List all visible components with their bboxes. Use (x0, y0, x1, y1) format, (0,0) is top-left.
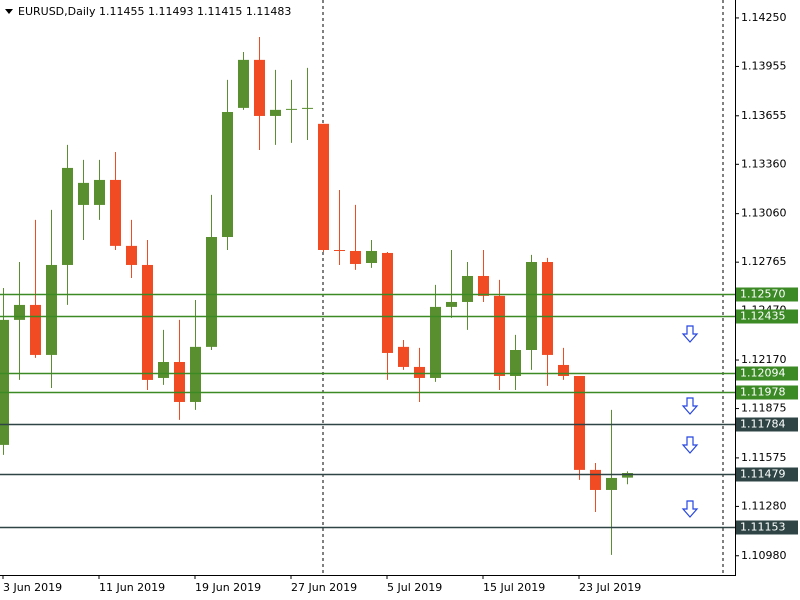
level-label: 1.12570 (740, 288, 786, 301)
y-tick-label: 1.12765 (741, 255, 787, 268)
candle-body (318, 123, 329, 250)
candle-body (14, 304, 25, 320)
candle-body (78, 182, 89, 205)
x-tick-label: 11 Jun 2019 (99, 581, 165, 594)
level-label-box (736, 417, 798, 432)
candle-body (430, 306, 441, 378)
y-tick-label: 1.12170 (741, 353, 787, 366)
level-label: 1.12435 (740, 310, 786, 323)
candle-body (302, 107, 313, 109)
candle-body (526, 262, 537, 350)
candle-body (414, 366, 425, 378)
level-label-box (736, 520, 798, 535)
level-label-box (736, 467, 798, 482)
y-tick-label: 1.14250 (741, 11, 787, 24)
x-tick-label: 19 Jun 2019 (195, 581, 261, 594)
y-tick-label: 1.13360 (741, 157, 787, 170)
level-label: 1.11153 (740, 521, 786, 534)
candle-body (206, 237, 217, 347)
x-tick-label: 15 Jul 2019 (483, 581, 545, 594)
candle-body (174, 362, 185, 402)
candle-body (110, 179, 121, 246)
x-tick-label: 27 Jun 2019 (291, 581, 357, 594)
candle-body (270, 109, 281, 116)
arrow-icon (681, 436, 699, 454)
candle-body (286, 108, 297, 110)
level-label: 1.12094 (740, 367, 786, 380)
y-tick-label: 1.11575 (741, 451, 787, 464)
candle-body (494, 295, 505, 376)
candle-body (62, 167, 73, 265)
candle-body (478, 275, 489, 296)
level-label-box (736, 385, 798, 400)
y-tick-label: 1.11875 (741, 402, 787, 415)
y-tick-label: 1.13060 (741, 207, 787, 220)
candle-body (30, 304, 41, 355)
candle-body (622, 473, 633, 478)
candle-body (462, 275, 473, 302)
candle-body (126, 245, 137, 265)
candle-body (190, 346, 201, 402)
candle-body (254, 59, 265, 116)
level-label: 1.11479 (740, 468, 786, 481)
x-tick-label: 5 Jul 2019 (387, 581, 442, 594)
down-arrows (681, 325, 699, 518)
level-label: 1.11784 (740, 418, 786, 431)
arrow-icon (681, 325, 699, 343)
candle-body (382, 252, 393, 353)
y-tick-label: 1.10980 (741, 549, 787, 562)
candle-body (574, 375, 585, 470)
chart-title: EURUSD,Daily 1.11455 1.11493 1.11415 1.1… (18, 5, 291, 18)
y-tick-label: 1.13655 (741, 109, 787, 122)
candle-body (334, 250, 345, 251)
candle-body (398, 346, 409, 367)
candle-body (446, 301, 457, 307)
candle-body (606, 477, 617, 490)
candle-body (590, 469, 601, 490)
candle-body (0, 319, 9, 445)
candle-body (46, 264, 57, 355)
y-tick-label: 1.13955 (741, 59, 787, 72)
level-label-box (736, 366, 798, 381)
arrow-icon (681, 500, 699, 518)
x-tick-label: 3 Jun 2019 (3, 581, 62, 594)
candle-body (142, 264, 153, 380)
candle-body (222, 112, 233, 238)
candle-body (542, 262, 553, 355)
level-label-box (736, 309, 798, 324)
level-label-box (736, 287, 798, 302)
candle-body (94, 179, 105, 205)
candle-body (350, 250, 361, 264)
y-tick-label: 1.11280 (741, 499, 787, 512)
x-tick-label: 23 Jul 2019 (579, 581, 641, 594)
candle-body (238, 59, 249, 108)
candle-body (558, 364, 569, 376)
menu-triangle[interactable] (5, 9, 13, 14)
candle-body (158, 362, 169, 378)
arrow-icon (681, 397, 699, 415)
candle-body (510, 350, 521, 376)
level-label: 1.11978 (740, 386, 786, 399)
candle-body (366, 250, 377, 263)
